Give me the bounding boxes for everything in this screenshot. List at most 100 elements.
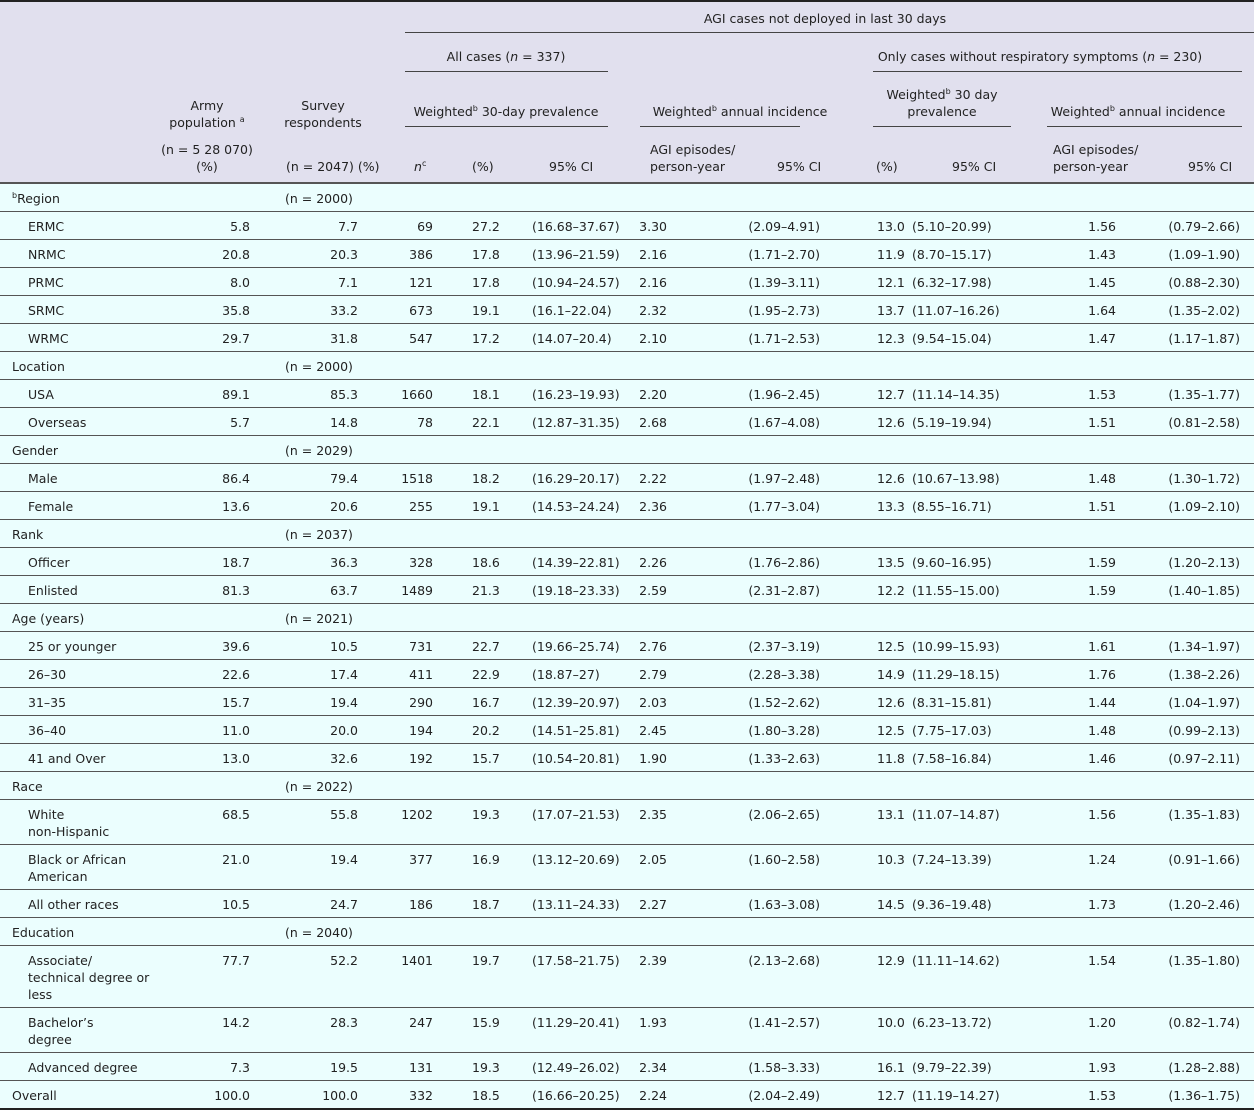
- no-resp-incidence-ci: (1.20–2.13): [1130, 547, 1254, 576]
- no-resp-incidence-rate: 1.73: [1030, 889, 1130, 918]
- header-episodes-col: AGI episodes/person-year: [1053, 141, 1138, 175]
- prevalence-pct: 17.2: [440, 323, 510, 352]
- header-episodes-col: AGI episodes/person-year: [650, 141, 735, 175]
- no-resp-incidence-rate: 1.51: [1030, 491, 1130, 520]
- empty-cell: [830, 184, 905, 212]
- row-label-text: NRMC: [28, 247, 66, 262]
- army-population-pct: 21.0: [170, 844, 262, 890]
- empty-cell: [370, 519, 440, 548]
- cases-n: 194: [370, 715, 440, 744]
- header-ci-col: 95% CI: [1188, 159, 1233, 174]
- group-sample-size-text: (n = 2000): [285, 191, 353, 206]
- prevalence-pct: 15.7: [440, 743, 510, 772]
- row-label-text: WRMC: [28, 331, 69, 346]
- army-population-pct: 39.6: [170, 631, 262, 660]
- no-resp-prevalence-pct: 12.7: [830, 1080, 905, 1110]
- no-resp-prevalence-ci: (9.79–22.39): [905, 1052, 1030, 1081]
- empty-cell: [625, 917, 700, 946]
- prevalence-pct: 18.1: [440, 379, 510, 408]
- incidence-ci: (1.77–3.04): [700, 491, 830, 520]
- group-sample-size-text: (n = 2021): [285, 611, 353, 626]
- survey-respondents-pct: 19.5: [262, 1052, 370, 1081]
- group-sample-size: (n = 2022): [262, 771, 370, 800]
- row-label-text: Enlisted: [28, 583, 78, 598]
- no-resp-incidence-rate: 1.24: [1030, 844, 1130, 890]
- prevalence-ci: (14.51–25.81): [510, 715, 625, 744]
- cases-n: 328: [370, 547, 440, 576]
- table-row: Male 86.4 79.4 1518 18.2 (16.29–20.17) 2.22 (1.…: [0, 463, 1254, 492]
- prevalence-ci: (19.66–25.74): [510, 631, 625, 660]
- no-resp-incidence-rate: 1.45: [1030, 267, 1130, 296]
- table-row: Overseas 5.7 14.8 78 22.1 (12.87–31.35) 2.68 (1…: [0, 407, 1254, 436]
- empty-cell: [370, 351, 440, 380]
- no-resp-prevalence-pct: 14.5: [830, 889, 905, 918]
- no-resp-incidence-ci: (1.09–2.10): [1130, 491, 1254, 520]
- empty-cell: [170, 351, 262, 380]
- army-population-pct: 13.0: [170, 743, 262, 772]
- row-label-text: Male: [28, 471, 58, 486]
- row-label: Associate/ technical degree or less: [0, 945, 170, 1008]
- empty-cell: [700, 603, 830, 632]
- row-label-text: 25 or younger: [28, 639, 117, 654]
- no-resp-incidence-ci: (1.35–1.83): [1130, 799, 1254, 845]
- prevalence-ci: (12.39–20.97): [510, 687, 625, 716]
- survey-respondents-pct: 10.5: [262, 631, 370, 660]
- no-resp-incidence-rate: 1.43: [1030, 239, 1130, 268]
- empty-cell: [1130, 351, 1254, 380]
- row-label: Black or African American: [0, 844, 170, 890]
- row-label: bRegion: [0, 184, 170, 212]
- incidence-ci: (2.04–2.49): [700, 1080, 830, 1110]
- table-row: USA 89.1 85.3 1660 18.1 (16.23–19.93) 2.20 (1.9…: [0, 379, 1254, 408]
- row-label-text: USA: [28, 387, 54, 402]
- prevalence-ci: (16.68–37.67): [510, 211, 625, 240]
- header-text: (n = 5 28 070): [161, 142, 253, 157]
- no-resp-incidence-ci: (0.82–1.74): [1130, 1007, 1254, 1053]
- empty-cell: [1030, 519, 1130, 548]
- row-label-text: Region: [17, 191, 60, 206]
- table-row: All other races 10.5 24.7 186 18.7 (13.11–24.…: [0, 889, 1254, 918]
- row-label-text: 41 and Over: [28, 751, 106, 766]
- cases-n: 332: [370, 1080, 440, 1110]
- survey-respondents-pct: 20.6: [262, 491, 370, 520]
- table-overall-row: Overall 100.0 100.0 332 18.5 (16.66–20.25) 2.2…: [0, 1080, 1254, 1110]
- prevalence-ci: (13.12–20.69): [510, 844, 625, 890]
- cases-n: 192: [370, 743, 440, 772]
- army-population-pct: 18.7: [170, 547, 262, 576]
- prevalence-pct: 18.7: [440, 889, 510, 918]
- header-weighted-prevalence-2: Weightedb 30 day prevalence: [886, 86, 997, 120]
- empty-cell: [170, 771, 262, 800]
- empty-cell: [1130, 771, 1254, 800]
- header-rule: [873, 126, 1011, 127]
- army-population-pct: 29.7: [170, 323, 262, 352]
- table-row: 25 or younger 39.6 10.5 731 22.7 (19.66–25.74…: [0, 631, 1254, 660]
- header-text: prevalence: [907, 104, 977, 119]
- row-label: Rank: [0, 519, 170, 548]
- prevalence-pct: 18.6: [440, 547, 510, 576]
- empty-cell: [905, 184, 1030, 212]
- cases-n: 386: [370, 239, 440, 268]
- row-label: Enlisted: [0, 575, 170, 604]
- survey-respondents-pct: 36.3: [262, 547, 370, 576]
- prevalence-pct: 16.9: [440, 844, 510, 890]
- empty-cell: [1030, 184, 1130, 212]
- row-label: All other races: [0, 889, 170, 918]
- army-population-pct: 10.5: [170, 889, 262, 918]
- incidence-rate: 2.20: [625, 379, 700, 408]
- row-label: WRMC: [0, 323, 170, 352]
- row-label: Race: [0, 771, 170, 800]
- row-label: Age (years): [0, 603, 170, 632]
- army-population-pct: 5.7: [170, 407, 262, 436]
- table-row: WRMC 29.7 31.8 547 17.2 (14.07–20.4) 2.10 (1.71…: [0, 323, 1254, 352]
- empty-cell: [905, 435, 1030, 464]
- incidence-ci: (1.58–3.33): [700, 1052, 830, 1081]
- footnote-c: c: [421, 159, 427, 168]
- row-label-text: 31–35: [28, 695, 67, 710]
- no-resp-incidence-ci: (0.88–2.30): [1130, 267, 1254, 296]
- empty-cell: [440, 435, 510, 464]
- header-text: (%): [196, 159, 218, 174]
- row-label-text: Rank: [12, 527, 44, 542]
- army-population-pct: 81.3: [170, 575, 262, 604]
- empty-cell: [170, 519, 262, 548]
- survey-respondents-pct: 20.3: [262, 239, 370, 268]
- no-resp-prevalence-ci: (9.36–19.48): [905, 889, 1030, 918]
